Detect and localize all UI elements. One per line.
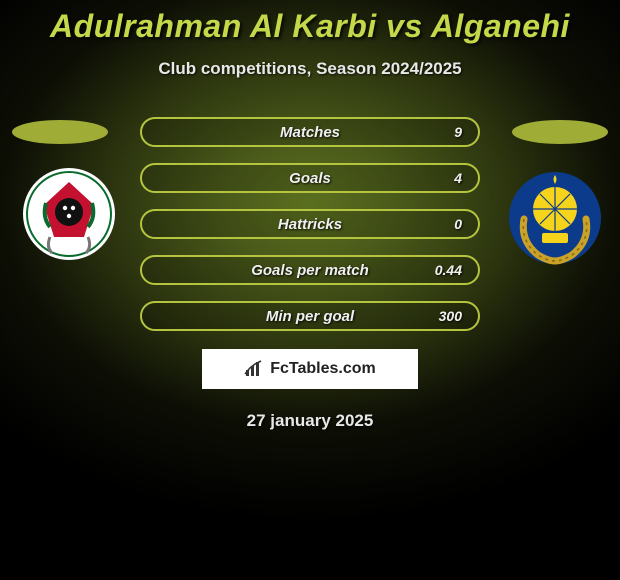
al-rayyan-crest-icon bbox=[22, 167, 116, 261]
stat-pill-min-per-goal: Min per goal 300 bbox=[140, 301, 480, 331]
stat-row: Min per goal 300 bbox=[0, 301, 620, 331]
stat-label: Min per goal bbox=[266, 308, 354, 325]
comparison-card: Adulrahman Al Karbi vs Alganehi Club com… bbox=[0, 0, 620, 580]
stat-right-value: 9 bbox=[454, 124, 462, 140]
stat-label: Goals per match bbox=[251, 262, 369, 279]
stat-pill-hattricks: Hattricks 0 bbox=[140, 209, 480, 239]
accent-oval-right bbox=[512, 120, 608, 144]
brand-text: FcTables.com bbox=[270, 360, 376, 378]
stat-right-value: 300 bbox=[439, 308, 462, 324]
stat-pill-goals-per-match: Goals per match 0.44 bbox=[140, 255, 480, 285]
chart-icon bbox=[244, 360, 266, 378]
date-line: 27 january 2025 bbox=[0, 411, 620, 431]
stat-right-value: 0 bbox=[454, 216, 462, 232]
team-crest-right bbox=[508, 171, 602, 265]
team-crest-left bbox=[22, 167, 116, 261]
accent-oval-left bbox=[12, 120, 108, 144]
stat-right-value: 4 bbox=[454, 170, 462, 186]
page-subtitle: Club competitions, Season 2024/2025 bbox=[0, 59, 620, 79]
al-gharafa-crest-icon bbox=[508, 171, 602, 265]
stat-label: Hattricks bbox=[278, 216, 342, 233]
stats-area: Matches 9 Goals 4 Hattricks 0 Goals per … bbox=[0, 117, 620, 431]
stat-label: Goals bbox=[289, 170, 331, 187]
stat-right-value: 0.44 bbox=[435, 262, 462, 278]
stat-pill-matches: Matches 9 bbox=[140, 117, 480, 147]
stat-label: Matches bbox=[280, 124, 340, 141]
brand-box: FcTables.com bbox=[202, 349, 418, 389]
page-title: Adulrahman Al Karbi vs Alganehi bbox=[0, 0, 620, 45]
stat-pill-goals: Goals 4 bbox=[140, 163, 480, 193]
